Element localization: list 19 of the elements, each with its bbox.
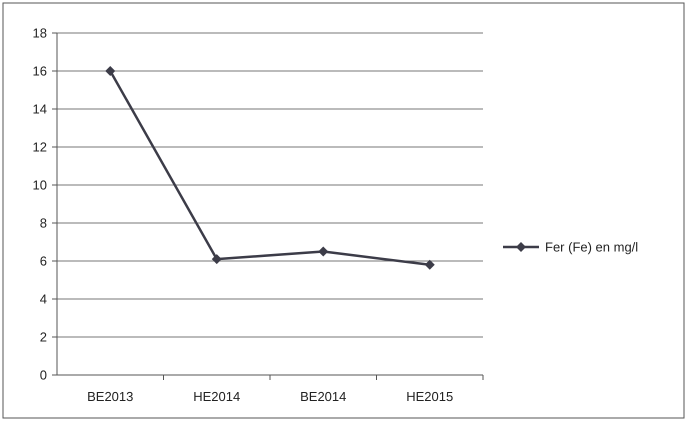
point [105, 66, 116, 76]
x-tick-label: BE2014 [300, 389, 346, 404]
y-tick-label: 18 [32, 26, 47, 41]
y-tick-label: 4 [40, 292, 47, 307]
legend-label: Fer (Fe) en mg/l [545, 240, 638, 255]
point [212, 254, 222, 264]
y-tick-label: 2 [40, 330, 47, 345]
x-tick-label: HE2014 [193, 389, 240, 404]
y-tick-label: 8 [40, 216, 47, 231]
point [424, 260, 435, 270]
y-tick-label: 6 [40, 254, 47, 269]
x-tick-label: HE2015 [406, 389, 454, 404]
x-tick-label: BE2013 [87, 389, 134, 404]
point [318, 246, 328, 256]
y-tick-label: 0 [40, 368, 47, 383]
y-tick-label: 16 [32, 64, 47, 79]
y-tick-label: 10 [32, 178, 47, 193]
y-tick-label: 12 [32, 140, 47, 155]
y-tick-label: 14 [32, 102, 47, 117]
